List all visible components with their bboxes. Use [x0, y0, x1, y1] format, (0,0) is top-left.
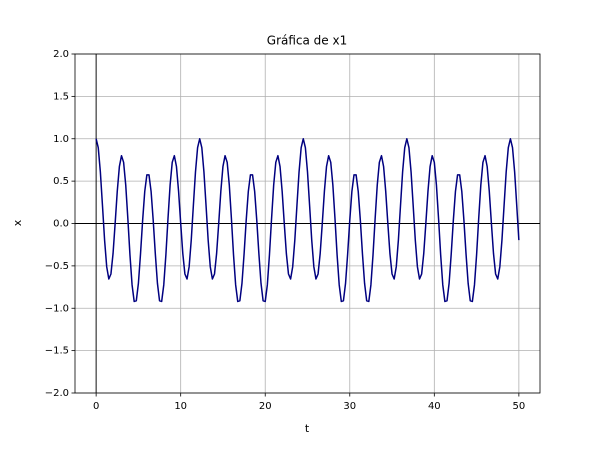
y-tick-label: −0.5	[45, 261, 69, 272]
data-line	[95, 138, 520, 303]
x-tick-label: 0	[93, 401, 99, 412]
x-tick-label: 30	[343, 401, 356, 412]
y-tick-label: −2.0	[45, 388, 69, 399]
x-tick-label: 50	[512, 401, 525, 412]
x-tick-label: 40	[428, 401, 441, 412]
y-tick-label: 1.5	[53, 91, 69, 102]
y-tick-label: −1.0	[45, 303, 69, 314]
y-tick-label: 2.0	[53, 49, 69, 60]
x-tick-label: 10	[174, 401, 187, 412]
y-axis-label: x	[11, 219, 24, 226]
y-tick-label: 0.5	[53, 176, 69, 187]
x-axis-label: t	[305, 422, 310, 435]
y-tick-label: 1.0	[53, 134, 69, 145]
chart-title: Gráfica de x1	[267, 34, 347, 48]
y-tick-label: 0.0	[53, 219, 69, 230]
y-tick-label: −1.5	[45, 346, 69, 357]
x-tick-label: 20	[259, 401, 272, 412]
plot-frame	[74, 53, 541, 394]
